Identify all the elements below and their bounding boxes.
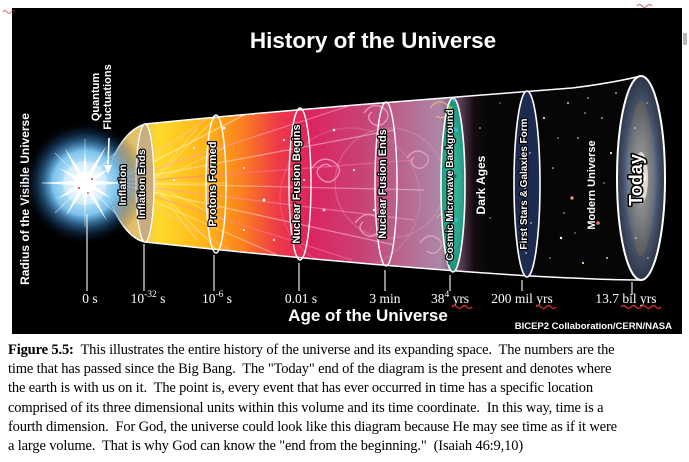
nuclear-fusion-ends-ellipse — [374, 101, 398, 267]
figure-number-label: Figure 5.5: — [8, 342, 74, 358]
inflation-label: Inflation — [117, 165, 129, 206]
cmb-ellipse — [440, 97, 466, 273]
protons-formed-ellipse — [205, 114, 227, 254]
modern-universe-label: Modern Universe — [586, 140, 598, 229]
yellow-rays — [151, 115, 228, 251]
first-stars-ellipse — [513, 90, 541, 278]
tick-3min: 3 min — [369, 291, 400, 306]
inflation-ends-label: Inflation Ends — [136, 149, 148, 219]
caption-line-4: comprised of its three dimensional units… — [8, 399, 604, 416]
spark-dots — [172, 126, 376, 242]
caption-line-1-text: This illustrates the entire history of t… — [73, 342, 615, 358]
today-galaxy-detail — [629, 100, 653, 259]
radius-axis-label: Radius of the Visible Universe — [18, 113, 32, 285]
spellcheck-squiggles — [451, 304, 662, 310]
right-edge-artifact — [683, 33, 687, 45]
quantum-fluctuations-arrow — [104, 137, 112, 174]
age-axis-label: Age of the Universe — [288, 306, 448, 325]
quantum-fluctuations-label-line2: Fluctuations — [102, 64, 114, 129]
protons-formed-label: Protons Formed — [207, 142, 219, 227]
tick-10-32s: 10-32 s — [131, 290, 166, 306]
cmb-speckles — [447, 98, 458, 265]
big-bang-burst — [23, 121, 147, 245]
nuclear-fusion-begins-ellipse — [288, 107, 312, 261]
caption-line-3: the earth is with us on it. The point is… — [8, 380, 593, 397]
first-stars-dots — [523, 122, 532, 254]
figure-caption: Figure 5.5: This illustrates the entire … — [8, 341, 686, 456]
today-label: Today — [626, 154, 646, 206]
cmb-label: Cosmic Microwave Background — [445, 109, 456, 260]
figure-title: History of the Universe — [250, 28, 496, 53]
tick-0s: 0 s — [82, 291, 97, 306]
quantum-fluctuations-label-line1: Quantum — [90, 73, 102, 121]
universe-figure: History of the Universe Radius of the Vi… — [12, 8, 682, 334]
tick-001s: 0.01 s — [285, 291, 317, 306]
time-tick-lines — [86, 214, 633, 295]
nuclear-fusion-ends-label: Nuclear Fusion Ends — [377, 129, 389, 238]
caption-line-1: Figure 5.5: This illustrates the entire … — [8, 341, 686, 360]
tick-384yrs: 384 yrs — [431, 290, 469, 306]
first-stars-label: First Stars & Galaxies Form — [519, 118, 530, 249]
image-credit: BICEP2 Collaboration/CERN/NASA — [515, 321, 672, 332]
nuclear-fusion-begins-label: Nuclear Fusion Begins — [291, 124, 303, 243]
tick-137bilyrs: 13.7 bil yrs — [595, 291, 656, 306]
caption-line-6: a large volume. That is why God can know… — [8, 438, 524, 455]
universe-diagram-svg: History of the Universe Radius of the Vi… — [18, 28, 672, 332]
tick-200milyrs: 200 mil yrs — [491, 291, 553, 306]
tick-10-6s: 10-6 s — [202, 290, 232, 306]
caption-line-5: fourth dimension. For God, the universe … — [8, 418, 617, 435]
caption-line-2: time that has passed since the Big Bang.… — [8, 361, 612, 378]
dark-ages-label: Dark Ages — [474, 155, 488, 214]
